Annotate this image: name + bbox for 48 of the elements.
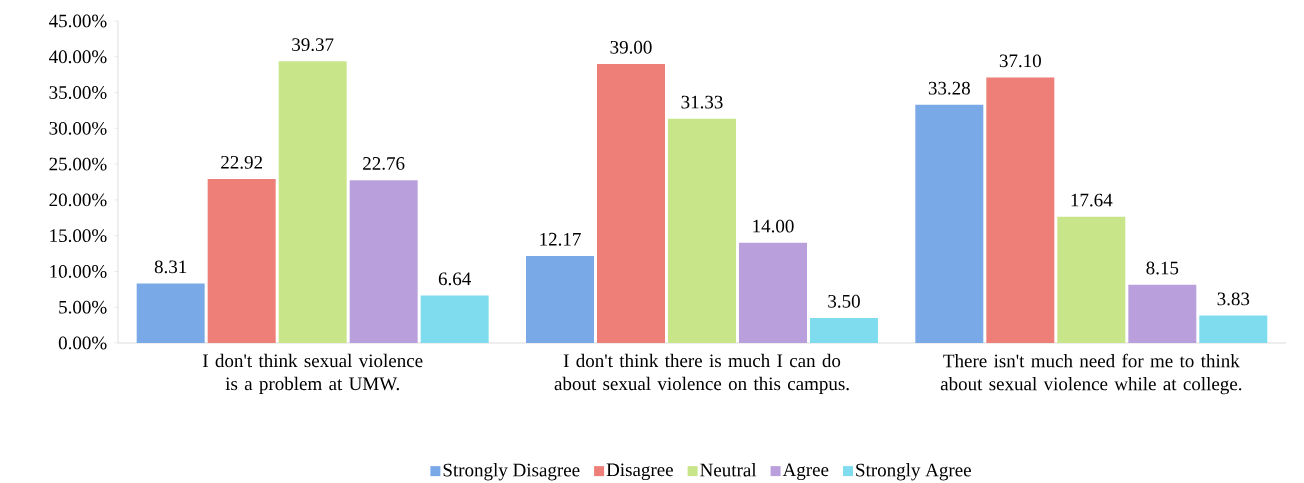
legend-label: Strongly Agree bbox=[856, 463, 971, 481]
y-tick-label: 20.00% bbox=[49, 193, 107, 207]
bar bbox=[597, 63, 665, 343]
data-label: 39.00 bbox=[610, 40, 652, 54]
bar bbox=[915, 104, 984, 343]
data-label: 33.28 bbox=[928, 81, 970, 95]
bar bbox=[278, 61, 347, 343]
data-label: 37.10 bbox=[999, 54, 1041, 68]
y-tick-label: 35.00% bbox=[49, 86, 107, 99]
bar bbox=[420, 295, 489, 343]
bar bbox=[207, 178, 276, 343]
data-label: 8.31 bbox=[154, 260, 187, 274]
y-tick-label: 10.00% bbox=[50, 264, 107, 278]
y-tick-label: 25.00% bbox=[49, 157, 107, 171]
data-label: 3.50 bbox=[828, 294, 860, 308]
bar bbox=[810, 317, 878, 343]
data-label: 8.15 bbox=[1146, 261, 1179, 275]
data-label: 12.17 bbox=[540, 232, 581, 246]
legend-label: Agree bbox=[782, 463, 829, 480]
legend-label: Strongly Disagree bbox=[443, 463, 580, 481]
data-label: 6.64 bbox=[438, 272, 471, 286]
bar bbox=[1057, 216, 1126, 343]
y-tick-label: 0.00% bbox=[58, 336, 107, 350]
y-tick-label: 40.00% bbox=[49, 50, 107, 64]
legend-label: Neutral bbox=[700, 463, 757, 477]
bar bbox=[349, 180, 418, 343]
data-label: 31.33 bbox=[681, 95, 723, 109]
x-tick-label: I don't think sexual violence is a problem at UMW. bbox=[202, 353, 423, 394]
y-tick-label: 45.00% bbox=[49, 14, 107, 28]
x-tick-label: There isn't much need for me to think about sexual violence while at college. bbox=[940, 353, 1242, 395]
y-tick-label: 15.00% bbox=[50, 229, 107, 243]
bar bbox=[526, 255, 594, 343]
data-label: 3.83 bbox=[1217, 292, 1250, 306]
bar bbox=[1128, 284, 1197, 343]
bar bbox=[739, 242, 807, 343]
y-tick-label: 5.00% bbox=[59, 300, 107, 314]
y-tick-label: 30.00% bbox=[49, 121, 107, 135]
bar bbox=[136, 283, 205, 343]
bar bbox=[1199, 315, 1268, 343]
legend-label: Disagree bbox=[606, 463, 673, 481]
x-tick-label: I don't think there is much I can do about sexual violence on this campus. bbox=[554, 353, 849, 394]
bar bbox=[668, 118, 736, 343]
data-label: 22.92 bbox=[221, 155, 263, 169]
data-label: 14.00 bbox=[753, 219, 794, 233]
data-label: 39.37 bbox=[292, 38, 334, 52]
data-label: 17.64 bbox=[1071, 193, 1113, 207]
data-label: 22.76 bbox=[363, 157, 405, 170]
bar bbox=[986, 77, 1055, 343]
